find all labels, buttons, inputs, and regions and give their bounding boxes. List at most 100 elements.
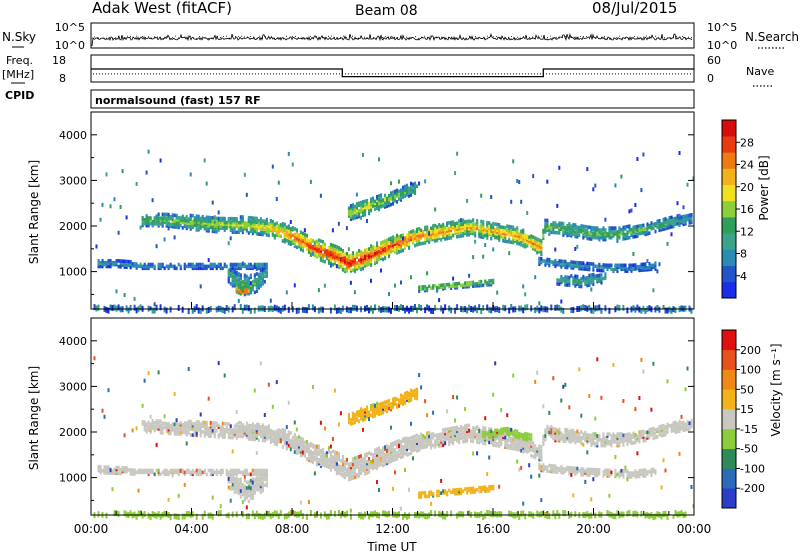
range-cell (658, 220, 661, 225)
range-cell (652, 226, 655, 230)
range-cell (400, 451, 403, 456)
range-cell (307, 456, 310, 460)
ground-scatter-cell (241, 511, 244, 518)
range-cell (672, 220, 675, 225)
range-cell (380, 449, 383, 453)
range-cell (237, 279, 240, 284)
range-cell (402, 448, 405, 453)
range-cell (305, 237, 308, 242)
range-cell (672, 217, 675, 221)
range-cell (438, 226, 441, 231)
range-cell (247, 427, 250, 432)
scatter-cell (366, 219, 368, 223)
range-cell (163, 472, 166, 477)
range-cell (349, 209, 352, 214)
range-cell (223, 262, 226, 267)
range-cell (267, 224, 270, 228)
range-cell (446, 435, 449, 439)
range-cell (237, 434, 240, 438)
scatter-cell (614, 183, 617, 188)
range-cell (442, 439, 445, 444)
range-cell (420, 442, 423, 446)
range-cell (157, 425, 160, 429)
range-cell (666, 218, 669, 223)
range-cell (370, 205, 373, 209)
range-cell (231, 432, 234, 436)
range-cell (169, 262, 172, 267)
range-cell (648, 262, 651, 266)
range-cell (418, 236, 421, 241)
range-cell (219, 264, 222, 269)
range-cell (125, 263, 128, 268)
range-cell (129, 265, 132, 270)
range-cell (225, 427, 228, 432)
range-cell (279, 434, 282, 439)
range-cell (183, 423, 186, 427)
range-cell (424, 235, 427, 239)
range-cell (520, 229, 523, 234)
range-cell (351, 253, 354, 257)
range-cell (109, 264, 112, 269)
range-cell (444, 429, 447, 434)
range-cell (448, 429, 451, 433)
range-cell (566, 224, 569, 228)
range-cell (464, 424, 467, 428)
range-cell (554, 262, 557, 267)
range-cell (378, 257, 381, 262)
range-cell (360, 257, 363, 262)
range-cell (646, 228, 649, 232)
range-cell (436, 285, 439, 290)
range-cell (335, 451, 338, 455)
range-cell (406, 390, 409, 395)
range-cell (251, 287, 254, 292)
range-cell (335, 245, 338, 249)
range-cell (203, 434, 206, 438)
range-cell (384, 454, 387, 459)
range-cell (486, 222, 489, 227)
range-cell (209, 472, 212, 477)
range-cell (309, 442, 312, 446)
range-cell (199, 468, 202, 473)
ground-scatter-cell (458, 511, 461, 518)
range-cell (165, 264, 168, 269)
range-cell (287, 241, 290, 246)
range-cell (235, 428, 238, 433)
range-cell (147, 420, 150, 425)
range-cell (682, 220, 685, 225)
range-cell (412, 437, 415, 441)
range-cell (211, 227, 214, 232)
range-cell (456, 427, 459, 432)
range-cell (404, 444, 407, 448)
range-cell (297, 244, 300, 249)
range-cell (480, 439, 483, 443)
range-cell (265, 429, 268, 434)
range-cell (466, 437, 469, 441)
range-cell (293, 244, 296, 248)
range-cell (466, 233, 469, 237)
range-cell (149, 428, 152, 432)
range-cell (412, 448, 415, 453)
range-cell (245, 480, 248, 484)
range-cell (472, 218, 475, 222)
range-cell (666, 220, 669, 225)
range-cell (412, 444, 415, 449)
range-cell (512, 238, 515, 243)
range-cell (211, 262, 214, 267)
range-cell (277, 437, 280, 442)
range-cell (301, 231, 304, 236)
range-cell (548, 259, 551, 264)
range-cell (175, 432, 178, 436)
range-cell (353, 210, 356, 214)
range-cell (578, 278, 581, 283)
range-cell (273, 434, 276, 438)
range-cell (426, 227, 429, 231)
range-cell (163, 468, 166, 473)
range-cell (173, 221, 176, 225)
range-cell (442, 233, 445, 238)
range-cell (446, 236, 449, 241)
range-cell (556, 282, 559, 286)
range-cell (572, 281, 575, 286)
range-cell (239, 281, 242, 285)
range-cell (376, 456, 379, 461)
ground-scatter-cell (207, 307, 210, 313)
